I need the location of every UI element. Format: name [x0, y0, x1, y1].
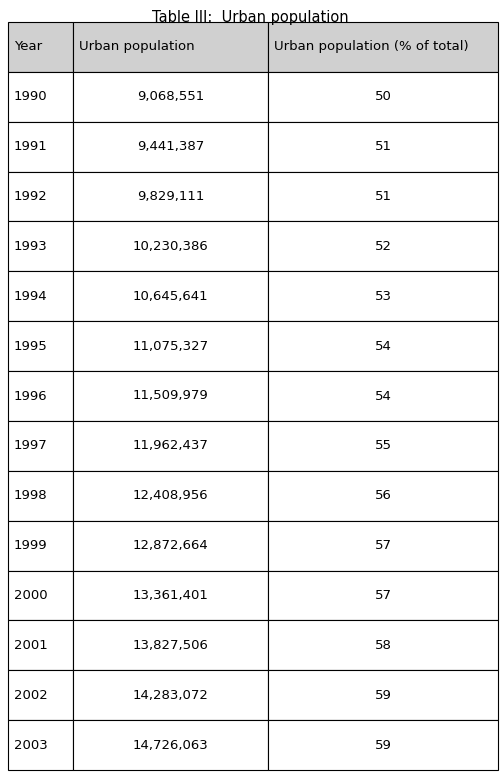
Bar: [268, 321, 498, 371]
Text: 1990: 1990: [14, 90, 48, 103]
Bar: [268, 22, 498, 72]
Bar: [8, 570, 73, 620]
Bar: [8, 221, 73, 272]
Bar: [73, 221, 268, 272]
Text: 56: 56: [374, 489, 392, 502]
Bar: [8, 171, 73, 221]
Bar: [8, 471, 73, 521]
Text: 9,829,111: 9,829,111: [137, 190, 204, 203]
Bar: [268, 171, 498, 221]
Bar: [73, 620, 268, 670]
Text: 1993: 1993: [14, 240, 48, 253]
Bar: [8, 521, 73, 570]
Bar: [8, 122, 73, 171]
Bar: [73, 720, 268, 770]
Text: 1998: 1998: [14, 489, 48, 502]
Bar: [8, 72, 73, 122]
Bar: [268, 570, 498, 620]
Bar: [268, 720, 498, 770]
Bar: [8, 272, 73, 321]
Text: 59: 59: [374, 739, 392, 752]
Text: 9,068,551: 9,068,551: [137, 90, 204, 103]
Bar: [8, 620, 73, 670]
Text: Urban population (% of total): Urban population (% of total): [274, 40, 468, 54]
Text: 54: 54: [374, 390, 392, 403]
Bar: [268, 122, 498, 171]
Bar: [268, 371, 498, 421]
Text: 9,441,387: 9,441,387: [137, 140, 204, 153]
Bar: [73, 521, 268, 570]
Bar: [268, 72, 498, 122]
Text: 1999: 1999: [14, 539, 48, 552]
Text: 10,230,386: 10,230,386: [132, 240, 208, 253]
Bar: [268, 221, 498, 272]
Text: 51: 51: [374, 190, 392, 203]
Bar: [8, 720, 73, 770]
Text: 11,075,327: 11,075,327: [132, 340, 208, 352]
Bar: [73, 321, 268, 371]
Text: 1994: 1994: [14, 289, 48, 303]
Text: 2003: 2003: [14, 739, 48, 752]
Text: 11,962,437: 11,962,437: [132, 439, 208, 452]
Bar: [73, 371, 268, 421]
Text: 14,283,072: 14,283,072: [132, 689, 208, 702]
Bar: [73, 670, 268, 720]
Text: 52: 52: [374, 240, 392, 253]
Text: 53: 53: [374, 289, 392, 303]
Text: 54: 54: [374, 340, 392, 352]
Bar: [268, 471, 498, 521]
Text: 55: 55: [374, 439, 392, 452]
Text: 13,827,506: 13,827,506: [132, 639, 208, 652]
Bar: [73, 72, 268, 122]
Bar: [268, 670, 498, 720]
Bar: [268, 620, 498, 670]
Text: 50: 50: [374, 90, 392, 103]
Bar: [73, 22, 268, 72]
Text: Year: Year: [14, 40, 42, 54]
Bar: [73, 122, 268, 171]
Text: Table III:  Urban population: Table III: Urban population: [152, 10, 348, 25]
Bar: [268, 521, 498, 570]
Bar: [73, 570, 268, 620]
Bar: [8, 421, 73, 471]
Bar: [73, 421, 268, 471]
Text: 1991: 1991: [14, 140, 48, 153]
Text: 57: 57: [374, 539, 392, 552]
Text: 58: 58: [374, 639, 392, 652]
Text: 57: 57: [374, 589, 392, 602]
Bar: [8, 22, 73, 72]
Bar: [268, 421, 498, 471]
Bar: [8, 670, 73, 720]
Text: 51: 51: [374, 140, 392, 153]
Text: 2001: 2001: [14, 639, 48, 652]
Text: 1995: 1995: [14, 340, 48, 352]
Text: 12,408,956: 12,408,956: [132, 489, 208, 502]
Bar: [8, 371, 73, 421]
Bar: [268, 272, 498, 321]
Bar: [73, 471, 268, 521]
Text: 59: 59: [374, 689, 392, 702]
Text: 1997: 1997: [14, 439, 48, 452]
Bar: [8, 321, 73, 371]
Text: 1996: 1996: [14, 390, 48, 403]
Text: 1992: 1992: [14, 190, 48, 203]
Text: 10,645,641: 10,645,641: [132, 289, 208, 303]
Text: 12,872,664: 12,872,664: [132, 539, 208, 552]
Bar: [73, 272, 268, 321]
Text: 13,361,401: 13,361,401: [132, 589, 208, 602]
Text: 2000: 2000: [14, 589, 48, 602]
Text: Urban population: Urban population: [79, 40, 194, 54]
Text: 11,509,979: 11,509,979: [132, 390, 208, 403]
Text: 14,726,063: 14,726,063: [132, 739, 208, 752]
Text: 2002: 2002: [14, 689, 48, 702]
Bar: [73, 171, 268, 221]
